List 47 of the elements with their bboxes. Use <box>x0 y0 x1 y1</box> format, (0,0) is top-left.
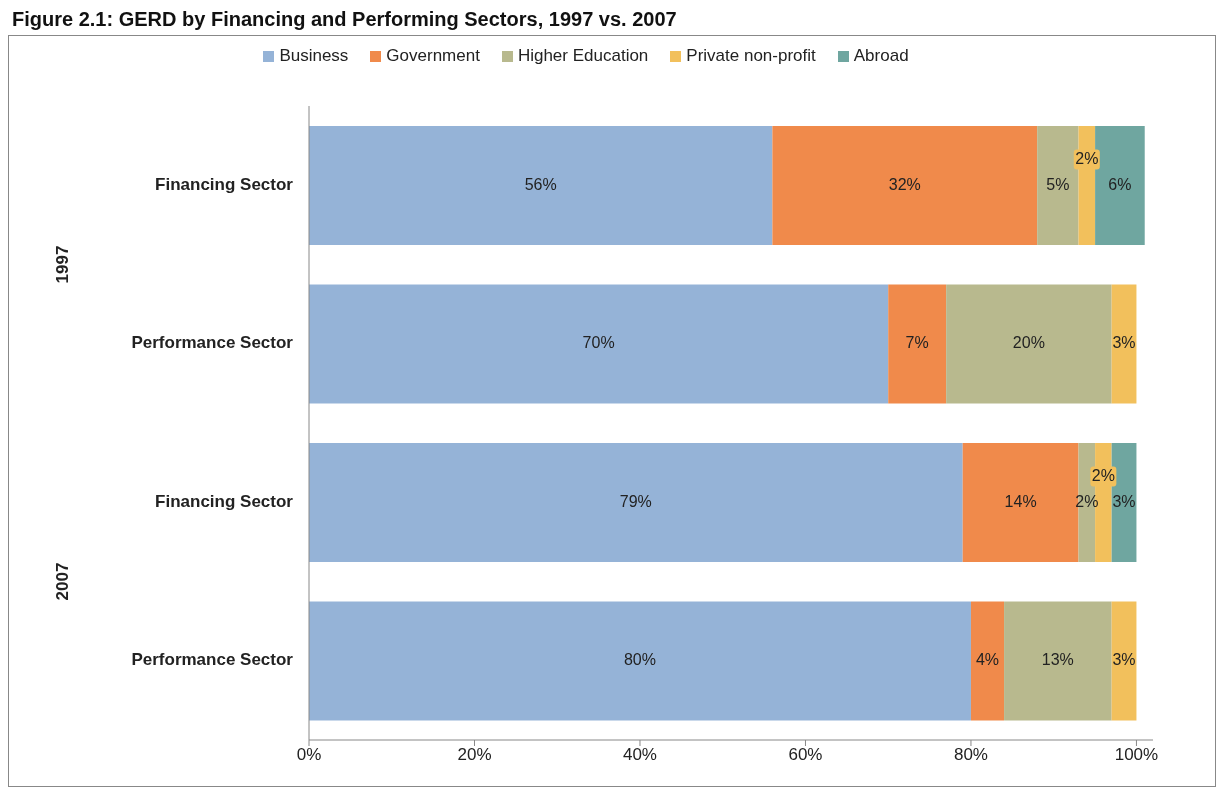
data-label: 5% <box>1046 175 1070 193</box>
data-label: 32% <box>888 175 921 193</box>
y-tick-label: Financing Sector <box>155 491 294 511</box>
data-label: 7% <box>905 334 929 352</box>
data-label: 2% <box>1091 466 1115 484</box>
bar <box>309 601 971 721</box>
bar <box>1111 284 1137 404</box>
data-label: 56% <box>524 175 557 193</box>
x-tick-label: 0% <box>296 745 322 765</box>
bar <box>946 284 1112 404</box>
data-label: 2% <box>1075 149 1099 167</box>
data-label: 2% <box>1075 492 1099 510</box>
data-label: 80% <box>623 651 656 669</box>
x-tick-label: 40% <box>622 745 657 765</box>
x-tick-label: 80% <box>953 745 988 765</box>
legend-label: Business <box>278 46 349 66</box>
y-tick-label: Performance Sector <box>131 650 294 670</box>
bar <box>309 126 773 245</box>
data-label: 3% <box>1112 492 1136 510</box>
legend-label: Abroad <box>852 46 909 66</box>
legend-label: Private non-profit <box>685 46 816 66</box>
bar <box>772 126 1038 245</box>
bar <box>1111 601 1137 721</box>
bar <box>1004 601 1112 721</box>
data-label: 3% <box>1112 651 1136 669</box>
x-tick-label: 60% <box>788 745 823 765</box>
x-tick-label: 20% <box>457 745 492 765</box>
legend-label: Higher Education <box>516 46 649 66</box>
bar <box>309 284 889 404</box>
bar <box>888 284 947 404</box>
chart-title: Figure 2.1: GERD by Financing and Performing Sectors, 1997 vs. 2007 <box>12 8 678 31</box>
y-tick-label: Financing Sector <box>155 174 294 194</box>
data-label: 70% <box>582 334 615 352</box>
data-label: 20% <box>1012 334 1045 352</box>
y-tick-label: Performance Sector <box>131 333 294 353</box>
bar <box>309 443 963 562</box>
data-label: 4% <box>975 651 1000 669</box>
bar <box>970 601 1005 721</box>
text: 1997 <box>53 245 73 284</box>
data-label: 3% <box>1112 334 1136 352</box>
data-label: 13% <box>1041 651 1074 669</box>
x-tick-label: 100% <box>1114 745 1159 765</box>
data-label: 6% <box>1108 175 1132 193</box>
text: 2007 <box>53 562 73 601</box>
data-label: 14% <box>1004 492 1037 510</box>
data-label: 79% <box>619 492 652 510</box>
legend-label: Government <box>385 46 480 66</box>
